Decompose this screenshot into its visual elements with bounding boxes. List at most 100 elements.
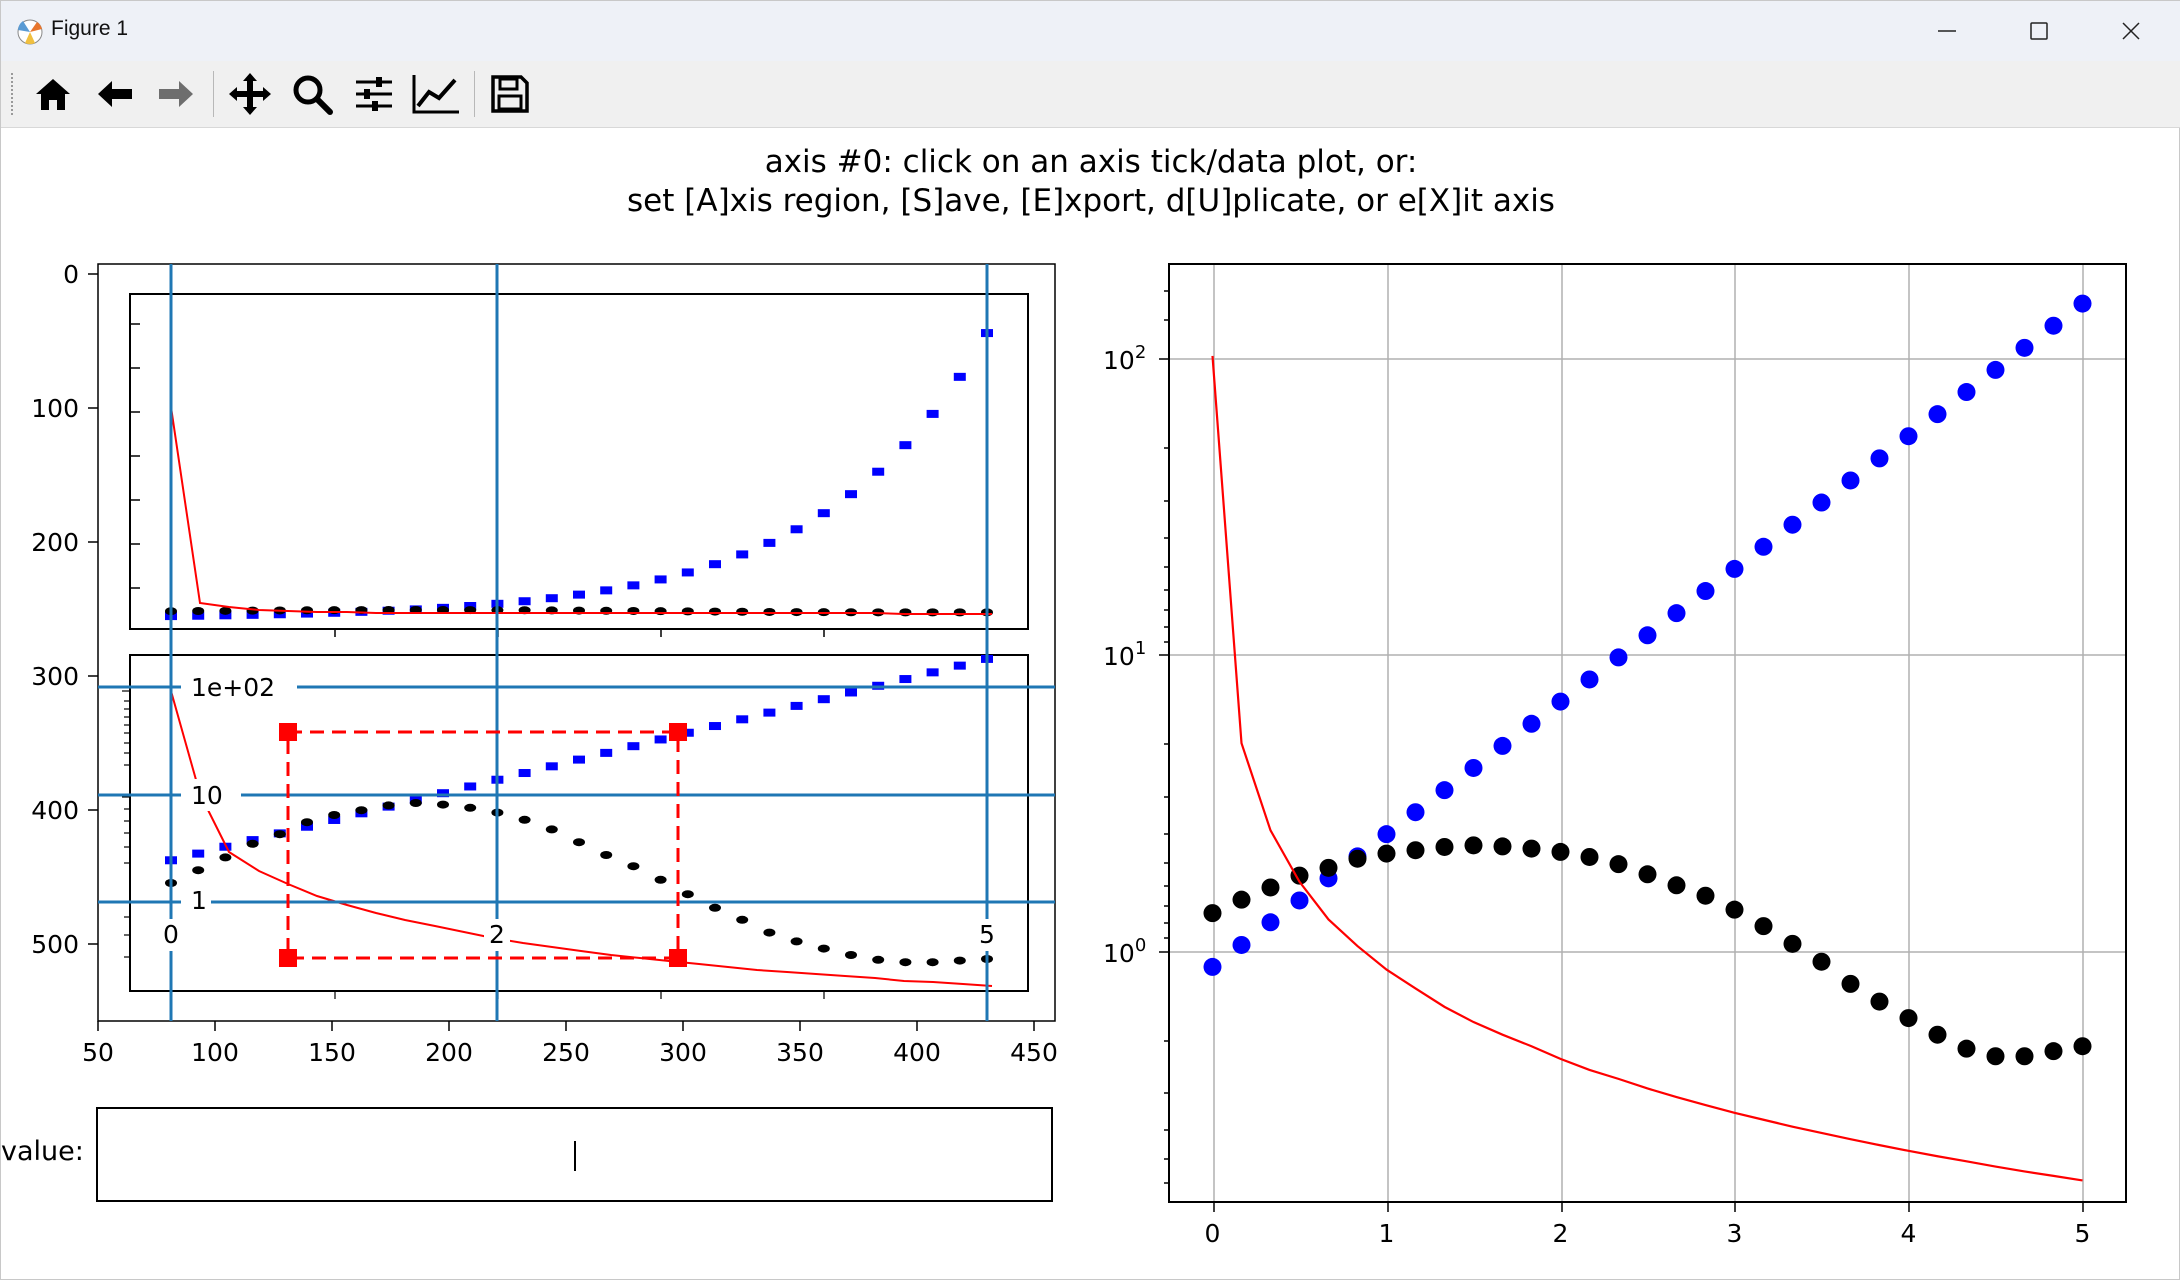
preview-data-point (926, 668, 939, 677)
data-point (1986, 1047, 2005, 1066)
axis-editor-panel[interactable]: 50 100 150 200 250 300 350 400 450 0 100… (1, 251, 1091, 1081)
preview-data-point (763, 607, 776, 616)
preview-data-point (926, 409, 939, 418)
preview-data-point (300, 818, 313, 827)
data-point (2044, 316, 2063, 335)
home-button[interactable] (28, 69, 78, 119)
selection-handle-bottom-right[interactable] (669, 949, 687, 967)
left-x-tick-label: 350 (776, 1038, 824, 1067)
main-chart[interactable]: 0 1 2 3 4 5 102 101 100 (1081, 251, 2180, 1251)
preview-data-point (409, 799, 422, 807)
data-point (1348, 849, 1367, 868)
data-point (2073, 1037, 2092, 1056)
preview-data-point (736, 715, 749, 724)
close-icon (2122, 22, 2140, 40)
data-point (1203, 957, 1222, 976)
preview-data-point (600, 748, 613, 757)
preview-data-point (192, 607, 205, 616)
instruction-line-2: set [A]xis region, [S]ave, [E]xport, d[U… (627, 183, 1555, 219)
data-point (1667, 876, 1686, 895)
left-x-tick-label: 50 (82, 1038, 114, 1067)
data-point (1986, 360, 2005, 379)
data-point (1464, 836, 1483, 855)
data-point (1551, 692, 1570, 711)
preview-data-point (817, 695, 830, 704)
preview-data-point (953, 372, 966, 381)
data-point (1667, 604, 1686, 623)
data-point (1232, 890, 1251, 909)
preview-data-point (464, 602, 477, 610)
data-point (1406, 841, 1425, 860)
preview-data-point (681, 728, 694, 737)
preview-bottom-axes[interactable] (122, 654, 1029, 999)
data-point (1899, 427, 1918, 446)
selection-handle-bottom-left[interactable] (279, 949, 297, 967)
preview-data-point (872, 955, 885, 964)
x-guide-label: 2 (489, 920, 505, 949)
value-input[interactable] (96, 1107, 1053, 1202)
data-point (1580, 670, 1599, 689)
left-y-tick-label: 0 (63, 260, 79, 289)
toolbar-grip[interactable] (11, 73, 17, 115)
title-bar[interactable]: Figure 1 (1, 1, 2180, 61)
preview-top-axes[interactable] (129, 293, 1029, 637)
selection-handle-top-right[interactable] (669, 723, 687, 741)
data-point (1232, 935, 1251, 954)
x-tick-label: 5 (2075, 1219, 2091, 1248)
preview-data-point (872, 467, 885, 476)
axis-guide-labels: 1e+02 10 1 0 2 5 (158, 670, 1000, 951)
data-point (1580, 847, 1599, 866)
preview-data-point (192, 849, 205, 858)
left-x-tick-label: 450 (1010, 1038, 1058, 1067)
toolbar-separator (474, 71, 475, 117)
data-point (2044, 1042, 2063, 1061)
data-point (1812, 952, 1831, 971)
preview-data-point (736, 607, 749, 616)
x-tick-label: 4 (1901, 1219, 1917, 1248)
y-guide-label: 1e+02 (191, 673, 275, 702)
preview-data-point (708, 903, 721, 912)
preview-data-point (600, 851, 613, 859)
y-tick-label-10e1: 101 (1103, 638, 1146, 671)
preview-data-point (600, 586, 613, 595)
preview-data-point (328, 811, 341, 819)
maximize-button[interactable] (1993, 1, 2085, 61)
forward-button[interactable] (151, 69, 201, 119)
data-point (1870, 992, 1889, 1011)
data-point (1609, 855, 1628, 874)
preview-bottom-black-series (165, 799, 993, 967)
data-point (1435, 837, 1454, 856)
preview-bottom-red-line (170, 690, 993, 987)
preview-data-point (382, 801, 395, 810)
data-point (1290, 891, 1309, 910)
pan-button[interactable] (225, 69, 275, 119)
preview-data-point (926, 608, 939, 617)
preview-data-point (953, 956, 966, 965)
minimize-button[interactable] (1901, 1, 1993, 61)
data-point (1754, 917, 1773, 936)
configure-subplots-button[interactable] (349, 69, 399, 119)
preview-data-point (899, 608, 912, 617)
preview-data-point (518, 815, 531, 824)
close-button[interactable] (2085, 1, 2177, 61)
axis-region-selection[interactable] (279, 723, 687, 967)
data-point (1841, 471, 1860, 490)
preview-data-point (627, 862, 640, 871)
data-point (1957, 1039, 1976, 1058)
preview-data-point (545, 594, 558, 603)
data-point (1290, 866, 1309, 885)
data-point (1725, 559, 1744, 578)
back-button[interactable] (90, 69, 140, 119)
save-button[interactable] (485, 69, 535, 119)
sliders-icon (356, 77, 392, 111)
x-tick-label: 2 (1553, 1219, 1569, 1248)
customize-axes-button[interactable] (411, 69, 461, 119)
preview-data-point (627, 742, 640, 751)
zoom-button[interactable] (287, 69, 337, 119)
preview-data-point (246, 610, 259, 619)
preview-data-point (817, 944, 830, 953)
series-line (1211, 355, 2083, 1182)
data-point (1406, 803, 1425, 822)
data-point (1609, 648, 1628, 667)
selection-handle-top-left[interactable] (279, 723, 297, 741)
